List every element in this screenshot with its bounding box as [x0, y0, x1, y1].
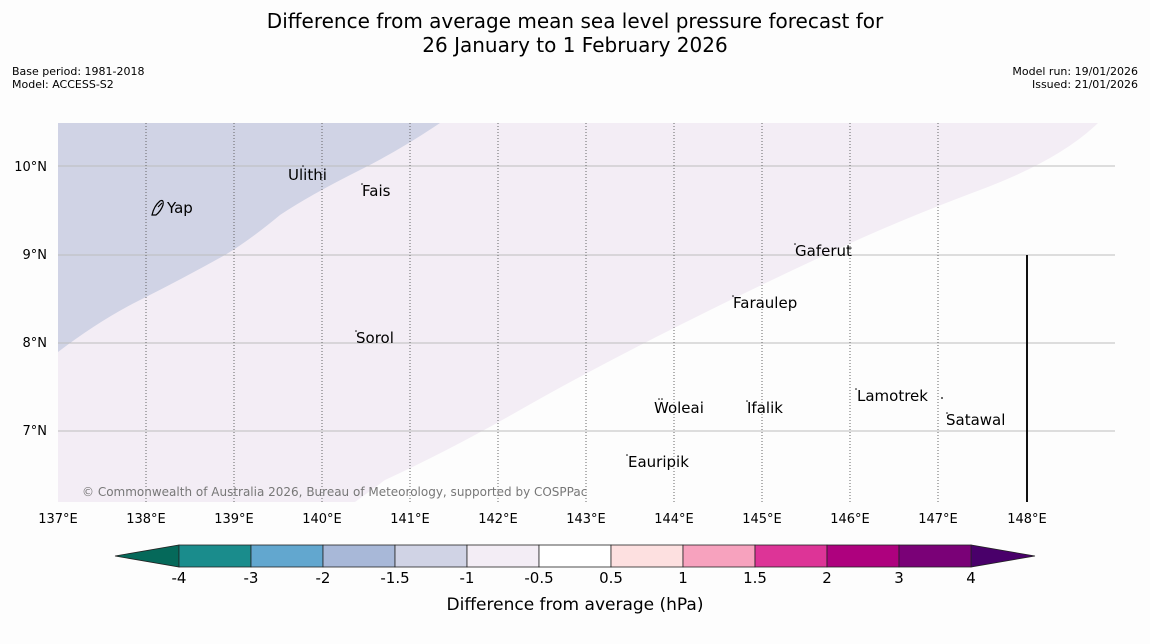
lon-label-146E: 146°E [830, 512, 870, 527]
colorbar-tick-label: 1 [678, 569, 688, 587]
place-ifalik: Ifalik [747, 399, 783, 417]
meta-right: Model run: 19/01/2026 Issued: 21/01/2026 [1012, 65, 1138, 91]
lon-labels: 137°E 138°E 139°E 140°E 141°E 142°E 143°… [38, 512, 1047, 527]
lat-label-9N: 9°N [23, 248, 48, 263]
place-gaferut: Gaferut [795, 242, 852, 260]
colorbar-tick-label: -2 [316, 569, 331, 587]
lon-label-144E: 144°E [654, 512, 694, 527]
place-lamotrek: Lamotrek [857, 387, 928, 405]
title-line-2: 26 January to 1 February 2026 [422, 33, 728, 57]
colorbar-tick-label: -1 [460, 569, 475, 587]
meta-left: Base period: 1981-2018 Model: ACCESS-S2 [12, 65, 144, 91]
place-fais: Fais [362, 182, 391, 200]
lat-label-8N: 8°N [23, 336, 48, 351]
colorbar-tick-label: -0.5 [524, 569, 553, 587]
colorbar-segment [898, 544, 972, 568]
title-line-1: Difference from average mean sea level p… [266, 9, 884, 33]
base-period: Base period: 1981-2018 [12, 65, 145, 78]
model-name: Model: ACCESS-S2 [12, 78, 114, 91]
colorbar-segment [682, 544, 756, 568]
colorbar-segment [466, 544, 540, 568]
anomaly-region-light [58, 123, 1098, 502]
map-area [58, 123, 1115, 502]
colorbar-segment [754, 544, 828, 568]
copyright-notice: © Commonwealth of Australia 2026, Bureau… [82, 485, 587, 499]
colorbar-tick-label: 3 [894, 569, 904, 587]
place-ulithi: Ulithi [288, 166, 327, 184]
lon-label-141E: 141°E [390, 512, 430, 527]
colorbar-tick-label: 1.5 [743, 569, 767, 587]
lat-label-7N: 7°N [23, 424, 48, 439]
colorbar-tick-label: 2 [822, 569, 832, 587]
colorbar-segment [610, 544, 684, 568]
lon-label-142E: 142°E [478, 512, 518, 527]
colorbar-segment [178, 544, 252, 568]
lon-label-147E: 147°E [918, 512, 958, 527]
colorbar-tick-label: -4 [172, 569, 187, 587]
colorbar-segment [538, 544, 612, 568]
place-satawal: Satawal [946, 411, 1005, 429]
colorbar-tick-label: -1.5 [380, 569, 409, 587]
colorbar-low-extend [114, 544, 180, 568]
place-woleai: Woleai [654, 399, 704, 417]
lon-label-140E: 140°E [302, 512, 342, 527]
yap-island-shape [151, 199, 164, 216]
issued-date: Issued: 21/01/2026 [1031, 78, 1138, 91]
longitude-gridlines [145, 123, 939, 502]
colorbar-title: Difference from average (hPa) [447, 595, 704, 615]
lon-label-139E: 139°E [214, 512, 254, 527]
lon-label-137E: 137°E [38, 512, 78, 527]
place-faraulep: Faraulep [733, 294, 797, 312]
lon-label-148E: 148°E [1007, 512, 1047, 527]
atoll-marks [302, 165, 948, 456]
lon-label-143E: 143°E [566, 512, 606, 527]
anomaly-region-dark [58, 123, 440, 352]
colorbar-segment [394, 544, 468, 568]
colorbar-segment [826, 544, 900, 568]
lat-label-10N: 10°N [14, 160, 47, 175]
lon-label-138E: 138°E [126, 512, 166, 527]
model-run: Model run: 19/01/2026 [1012, 65, 1138, 78]
lon-label-145E: 145°E [742, 512, 782, 527]
colorbar-tick-label: 4 [966, 569, 976, 587]
place-yap: Yap [166, 199, 193, 217]
colorbar-tick-label: 0.5 [599, 569, 623, 587]
colorbar-segment [322, 544, 396, 568]
place-eauripik: Eauripik [628, 453, 689, 471]
chart-title: Difference from average mean sea level p… [0, 9, 1150, 57]
colorbar-segment [250, 544, 324, 568]
place-sorol: Sorol [356, 329, 394, 347]
colorbar: -4 -3 -2 -1.5 -1 -0.5 0.5 1 1.5 2 3 4 [114, 544, 1036, 587]
colorbar-high-extend [970, 544, 1036, 568]
colorbar-tick-label: -3 [244, 569, 259, 587]
